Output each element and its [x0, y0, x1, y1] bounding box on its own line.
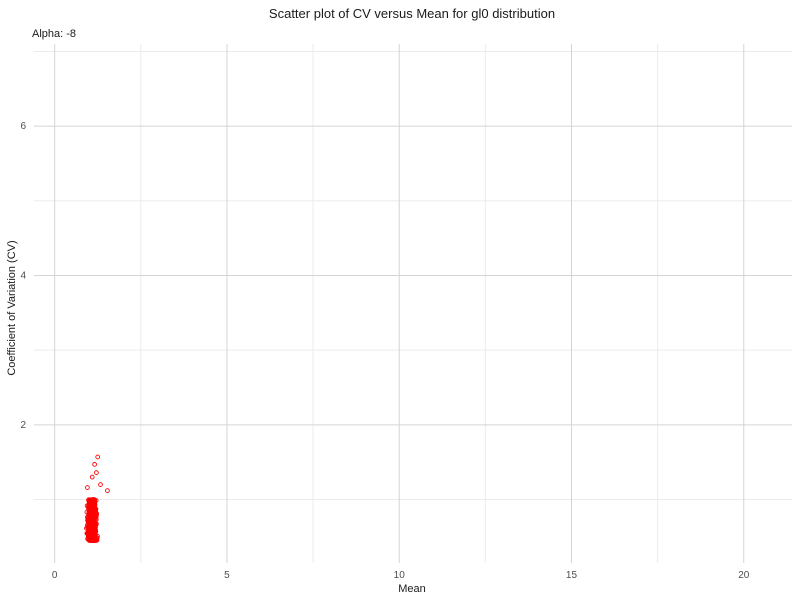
- x-tick-label: 15: [566, 570, 578, 581]
- data-point: [89, 502, 94, 508]
- data-point: [90, 504, 95, 510]
- data-point: [86, 502, 92, 507]
- x-tick-label: 10: [394, 570, 406, 581]
- data-point: [86, 528, 91, 534]
- data-point: [85, 485, 90, 490]
- data-point: [98, 482, 103, 487]
- data-point: [105, 488, 110, 493]
- chart-subtitle: Alpha: -8: [32, 28, 77, 40]
- data-point: [86, 508, 92, 514]
- x-tick-label: 20: [738, 570, 750, 581]
- data-point: [95, 454, 101, 460]
- data-point: [90, 511, 96, 517]
- data-point: [90, 537, 95, 543]
- y-tick-label: 2: [20, 420, 26, 431]
- y-tick-label: 6: [20, 121, 26, 132]
- data-point: [90, 497, 96, 503]
- minor-gridlines: [34, 44, 792, 563]
- data-point: [89, 474, 95, 480]
- data-point: [94, 470, 99, 475]
- x-tick-label: 5: [224, 570, 230, 581]
- data-point: [91, 521, 97, 526]
- data-point: [92, 462, 97, 467]
- chart-title: Scatter plot of CV versus Mean for gl0 d…: [268, 6, 556, 21]
- data-point: [89, 524, 94, 530]
- data-points: [84, 454, 110, 543]
- x-tick-label: 0: [52, 570, 58, 581]
- y-tick-label: 4: [20, 270, 26, 281]
- data-point: [86, 515, 91, 521]
- data-point: [87, 498, 93, 503]
- data-point: [87, 510, 93, 516]
- tick-labels: 0 5 10 15 20 2 4 6: [20, 121, 749, 581]
- x-axis-label: Mean: [398, 583, 426, 595]
- data-point: [93, 517, 99, 523]
- major-gridlines: [34, 44, 792, 563]
